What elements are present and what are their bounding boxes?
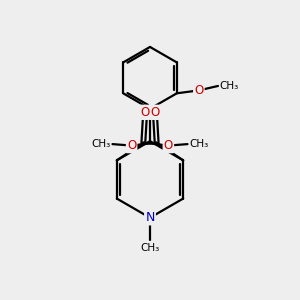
Text: O: O	[127, 139, 136, 152]
Text: CH₃: CH₃	[140, 243, 160, 253]
Text: CH₃: CH₃	[92, 139, 111, 149]
Text: O: O	[194, 84, 203, 97]
Text: CH₃: CH₃	[189, 139, 208, 149]
Text: O: O	[164, 139, 173, 152]
Text: CH₃: CH₃	[220, 81, 239, 91]
Text: N: N	[145, 211, 155, 224]
Text: O: O	[140, 106, 149, 119]
Text: O: O	[151, 106, 160, 119]
